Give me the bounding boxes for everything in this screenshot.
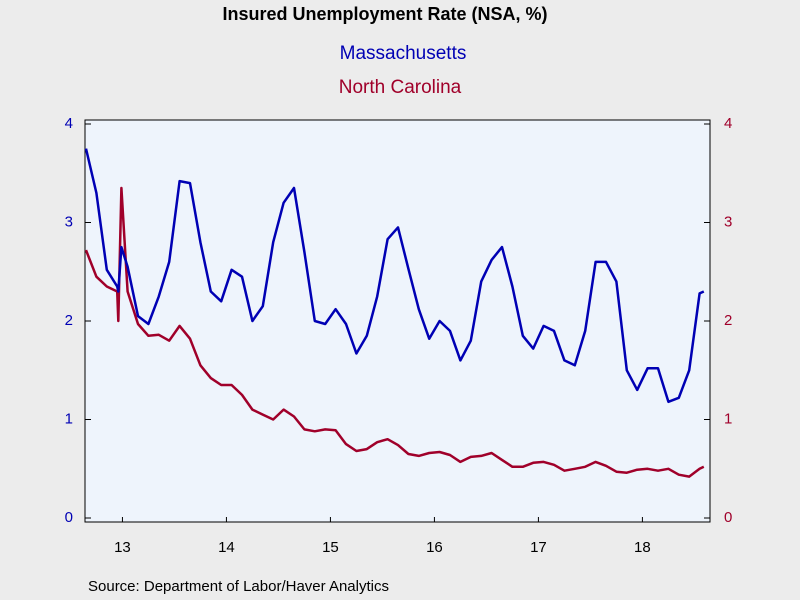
chart-title: Insured Unemployment Rate (NSA, %)	[222, 4, 547, 24]
y2-tick-label: 4	[724, 115, 732, 132]
y-tick-label: 1	[65, 410, 73, 427]
x-tick-label: 14	[218, 539, 235, 556]
x-tick-label: 15	[322, 539, 339, 556]
y-tick-label: 2	[65, 312, 73, 329]
y2-tick-label: 0	[724, 509, 732, 526]
legend-entry: North Carolina	[339, 77, 462, 98]
x-tick-label: 18	[634, 539, 651, 556]
x-tick-label: 16	[426, 539, 443, 556]
y-tick-label: 3	[65, 213, 73, 230]
x-tick-label: 13	[114, 539, 131, 556]
source-note: Source: Department of Labor/Haver Analyt…	[88, 578, 389, 595]
y2-tick-label: 2	[724, 312, 732, 329]
y-tick-label: 0	[65, 509, 73, 526]
y-tick-label: 4	[65, 115, 73, 132]
x-tick-label: 17	[530, 539, 547, 556]
legend-entry: Massachusetts	[340, 43, 467, 64]
series-line	[84, 186, 705, 478]
series-line	[84, 148, 705, 404]
plot-area	[84, 119, 711, 523]
y2-tick-label: 1	[724, 410, 732, 427]
y2-tick-label: 3	[724, 213, 732, 230]
